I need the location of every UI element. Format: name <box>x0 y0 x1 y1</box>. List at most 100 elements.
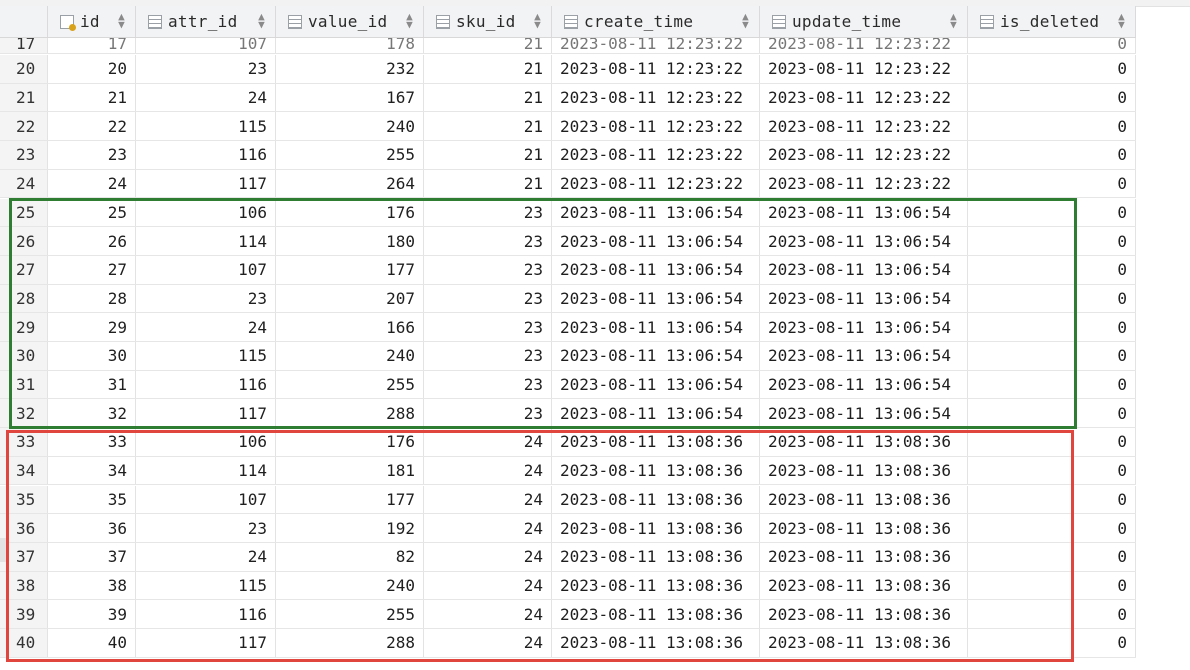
table-row-partial[interactable]: 17 17 107 178 21 2023-08-11 12:23:22 202… <box>0 30 1136 54</box>
cell-create-time[interactable]: 2023-08-11 13:08:36 <box>552 542 760 571</box>
cell-update-time[interactable]: 2023-08-11 13:08:36 <box>760 456 968 485</box>
cell-is-deleted[interactable]: 0 <box>968 255 1136 284</box>
cell-sku-id[interactable]: 23 <box>424 198 552 227</box>
sort-icon[interactable]: ▲ ▼ <box>258 10 265 31</box>
cell-update-time[interactable]: 2023-08-11 12:23:22 <box>760 141 968 169</box>
cell-create-time[interactable]: 2023-08-11 13:06:54 <box>552 255 760 284</box>
cell-create-time[interactable]: 2023-08-11 13:06:54 <box>552 227 760 255</box>
cell-sku-id[interactable]: 24 <box>424 456 552 485</box>
cell-value-id[interactable]: 177 <box>276 255 424 284</box>
cell-id[interactable]: 22 <box>48 112 136 141</box>
cell-update-time[interactable]: 2023-08-11 13:08:36 <box>760 571 968 600</box>
cell-sku-id[interactable]: 21 <box>424 141 552 169</box>
cell-create-time[interactable]: 2023-08-11 13:06:54 <box>552 370 760 399</box>
cell-update-time[interactable]: 2023-08-11 12:23:22 <box>760 55 968 83</box>
cell-attr-id[interactable]: 24 <box>136 542 276 571</box>
cell-create-time[interactable]: 2023-08-11 12:23:22 <box>552 141 760 169</box>
cell-sku-id[interactable]: 23 <box>424 313 552 341</box>
cell-id[interactable]: 32 <box>48 399 136 428</box>
cell-id[interactable]: 29 <box>48 313 136 341</box>
sort-icon[interactable]: ▲ ▼ <box>742 10 749 31</box>
cell-value-id[interactable]: 176 <box>276 198 424 227</box>
cell-create-time[interactable]: 2023-08-11 13:08:36 <box>552 600 760 628</box>
cell-create-time[interactable]: 2023-08-11 13:08:36 <box>552 456 760 485</box>
cell-attr-id[interactable]: 23 <box>136 514 276 542</box>
cell-update-time[interactable]: 2023-08-11 13:06:54 <box>760 370 968 399</box>
cell-id[interactable]: 38 <box>48 571 136 600</box>
cell-update-time[interactable]: 2023-08-11 13:06:54 <box>760 399 968 428</box>
cell-update-time[interactable]: 2023-08-11 13:06:54 <box>760 227 968 255</box>
cell-attr-id[interactable]: 23 <box>136 55 276 83</box>
column-header-attr-id[interactable]: attr_id ▲ ▼ <box>136 6 276 37</box>
cell-update-time[interactable]: 2023-08-11 13:08:36 <box>760 600 968 628</box>
cell-update-time[interactable]: 2023-08-11 12:23:22 <box>760 169 968 198</box>
cell-is-deleted[interactable]: 0 <box>968 227 1136 255</box>
cell-value-id[interactable]: 255 <box>276 600 424 628</box>
sort-icon[interactable]: ▲ ▼ <box>950 10 957 31</box>
cell-is-deleted[interactable]: 0 <box>968 169 1136 198</box>
cell-sku-id[interactable]: 24 <box>424 485 552 514</box>
cell-sku-id[interactable]: 24 <box>424 428 552 456</box>
cell-value-id[interactable]: 207 <box>276 284 424 313</box>
table-row[interactable]: 25 25 106 176 23 2023-08-11 13:06:54 2023-08-1… <box>0 198 1136 228</box>
cell-attr-id[interactable]: 116 <box>136 600 276 628</box>
cell-id[interactable]: 25 <box>48 198 136 227</box>
table-row[interactable]: 23 23 116 255 21 2023-08-11 12:23:22 2023-08-1… <box>0 141 1136 170</box>
cell-sku-id[interactable]: 23 <box>424 370 552 399</box>
cell-sku-id[interactable]: 24 <box>424 542 552 571</box>
cell-create-time[interactable]: 2023-08-11 12:23:22 <box>552 30 760 53</box>
cell-id[interactable]: 37 <box>48 542 136 571</box>
cell-value-id[interactable]: 240 <box>276 112 424 141</box>
table-row[interactable]: 28 28 23 207 23 2023-08-11 13:06:54 2023-08-11… <box>0 284 1136 314</box>
cell-create-time[interactable]: 2023-08-11 13:06:54 <box>552 198 760 227</box>
cell-is-deleted[interactable]: 0 <box>968 141 1136 169</box>
cell-value-id[interactable]: 167 <box>276 83 424 112</box>
table-row[interactable]: 27 27 107 177 23 2023-08-11 13:06:54 2023-08-1… <box>0 255 1136 285</box>
cell-sku-id[interactable]: 23 <box>424 399 552 428</box>
cell-id[interactable]: 20 <box>48 55 136 83</box>
cell-sku-id[interactable]: 21 <box>424 112 552 141</box>
cell-attr-id[interactable]: 117 <box>136 169 276 198</box>
cell-update-time[interactable]: 2023-08-11 13:08:36 <box>760 542 968 571</box>
cell-update-time[interactable]: 2023-08-11 13:06:54 <box>760 284 968 313</box>
sort-icon[interactable]: ▲ ▼ <box>1118 10 1125 31</box>
cell-value-id[interactable]: 232 <box>276 55 424 83</box>
cell-attr-id[interactable]: 116 <box>136 370 276 399</box>
cell-value-id[interactable]: 288 <box>276 629 424 657</box>
cell-update-time[interactable]: 2023-08-11 12:23:22 <box>760 30 968 53</box>
cell-is-deleted[interactable]: 0 <box>968 83 1136 112</box>
column-header-create-time[interactable]: create_time ▲ ▼ <box>552 6 760 37</box>
cell-create-time[interactable]: 2023-08-11 13:08:36 <box>552 485 760 514</box>
column-header-update-time[interactable]: update_time ▲ ▼ <box>760 6 968 37</box>
table-row[interactable]: 35 35 107 177 24 2023-08-11 13:08:36 2023-08-1… <box>0 485 1136 515</box>
cell-is-deleted[interactable]: 0 <box>968 485 1136 514</box>
cell-value-id[interactable]: 176 <box>276 428 424 456</box>
column-header-value-id[interactable]: value_id ▲ ▼ <box>276 6 424 37</box>
sort-icon[interactable]: ▲ ▼ <box>406 10 413 31</box>
cell-id[interactable]: 17 <box>48 30 136 53</box>
table-row[interactable]: 26 26 114 180 23 2023-08-11 13:06:54 2023-08-1… <box>0 227 1136 256</box>
cell-create-time[interactable]: 2023-08-11 12:23:22 <box>552 55 760 83</box>
cell-create-time[interactable]: 2023-08-11 13:08:36 <box>552 428 760 456</box>
cell-create-time[interactable]: 2023-08-11 13:08:36 <box>552 629 760 657</box>
cell-attr-id[interactable]: 23 <box>136 284 276 313</box>
cell-create-time[interactable]: 2023-08-11 12:23:22 <box>552 169 760 198</box>
table-row[interactable]: 32 32 117 288 23 2023-08-11 13:06:54 2023-08-1… <box>0 399 1136 429</box>
sort-icon[interactable]: ▲ ▼ <box>534 10 541 31</box>
cell-update-time[interactable]: 2023-08-11 13:06:54 <box>760 198 968 227</box>
cell-value-id[interactable]: 288 <box>276 399 424 428</box>
cell-is-deleted[interactable]: 0 <box>968 284 1136 313</box>
cell-id[interactable]: 34 <box>48 456 136 485</box>
cell-id[interactable]: 33 <box>48 428 136 456</box>
cell-id[interactable]: 40 <box>48 629 136 657</box>
cell-sku-id[interactable]: 24 <box>424 514 552 542</box>
cell-sku-id[interactable]: 21 <box>424 169 552 198</box>
cell-value-id[interactable]: 240 <box>276 342 424 370</box>
cell-id[interactable]: 30 <box>48 342 136 370</box>
cell-sku-id[interactable]: 23 <box>424 227 552 255</box>
cell-sku-id[interactable]: 21 <box>424 30 552 53</box>
table-row[interactable]: 39 39 116 255 24 2023-08-11 13:08:36 2023-08-1… <box>0 600 1136 629</box>
cell-sku-id[interactable]: 24 <box>424 600 552 628</box>
cell-sku-id[interactable]: 23 <box>424 255 552 284</box>
table-row[interactable]: 29 29 24 166 23 2023-08-11 13:06:54 2023-08-11… <box>0 313 1136 342</box>
